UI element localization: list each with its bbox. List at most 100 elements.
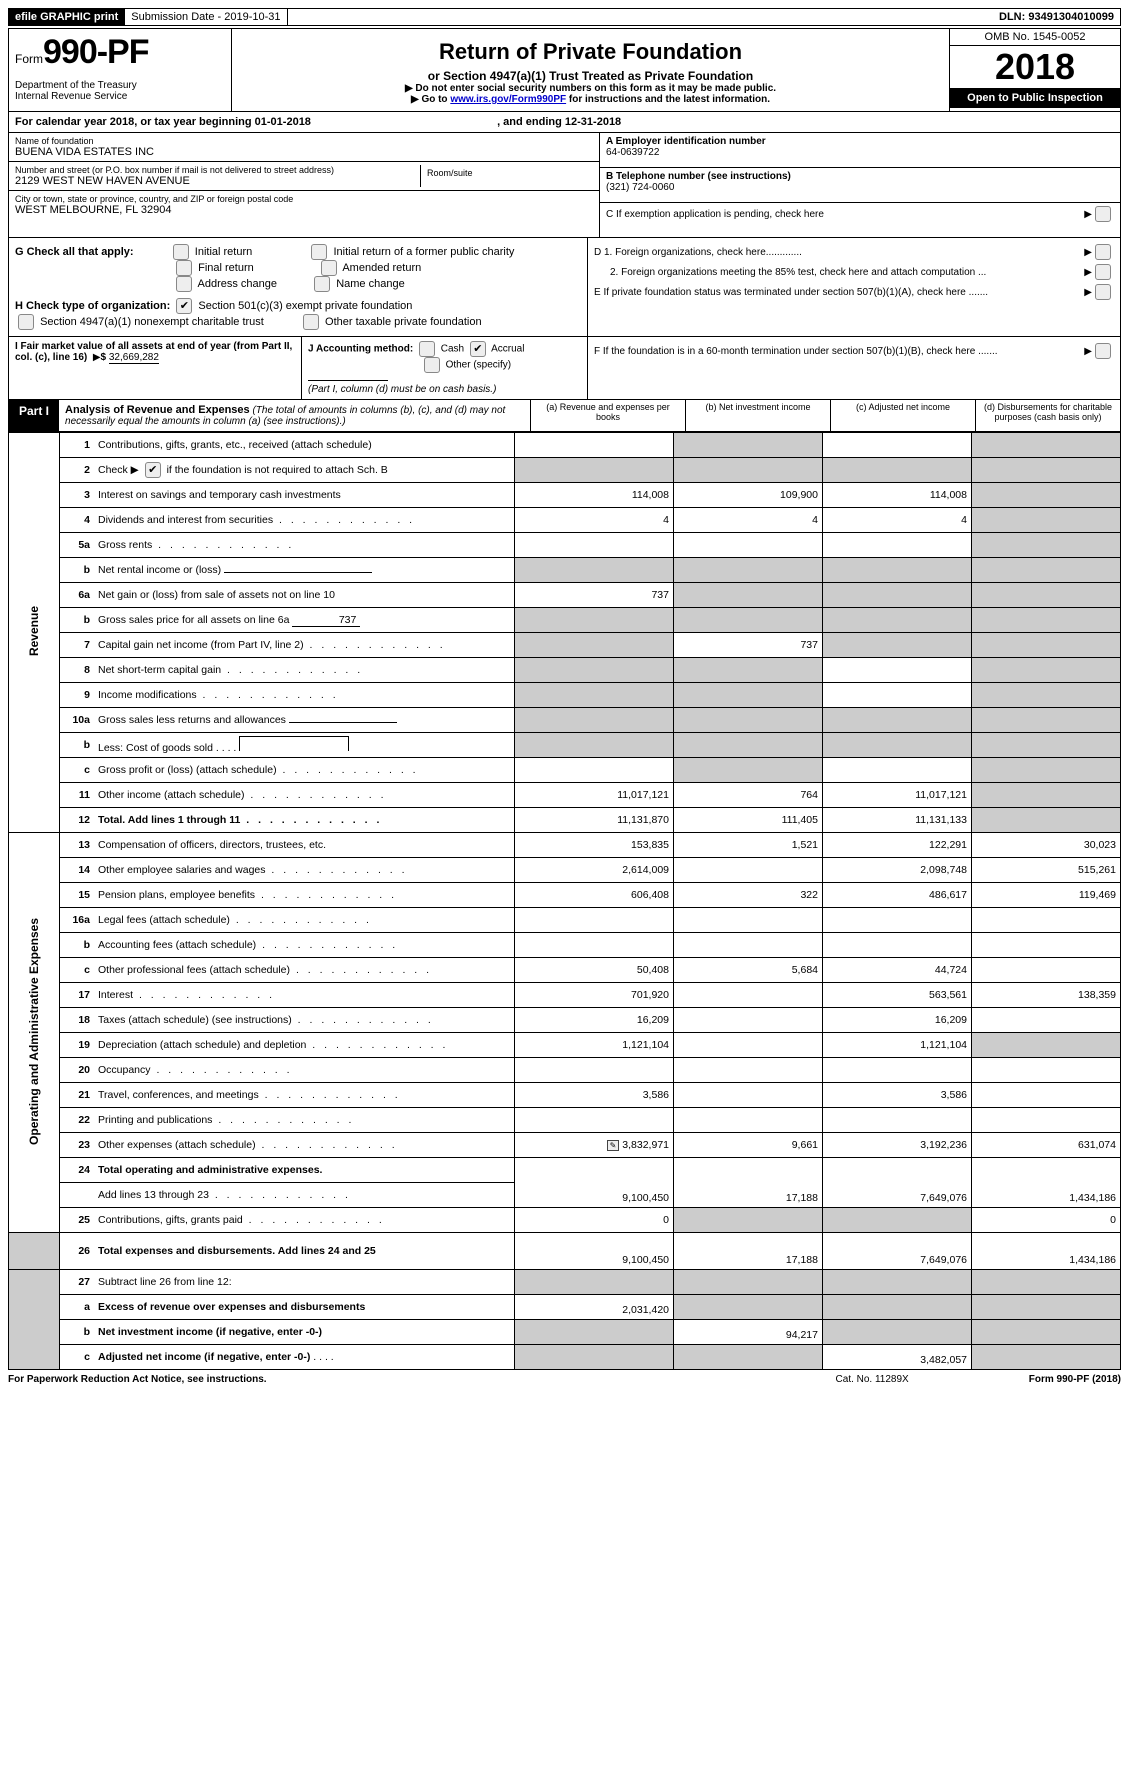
cell-val: 7,649,076: [823, 1158, 972, 1208]
calyear-mid: , and ending: [497, 116, 565, 128]
row-num: b: [60, 558, 95, 583]
row-num: 22: [60, 1108, 95, 1133]
row-desc: Less: Cost of goods sold . . . .: [94, 733, 515, 758]
row-desc: Gross profit or (loss) (attach schedule): [94, 758, 515, 783]
irs-link[interactable]: www.irs.gov/Form990PF: [450, 94, 566, 105]
chk-sch-b[interactable]: [145, 462, 161, 478]
page-footer: For Paperwork Reduction Act Notice, see …: [8, 1374, 1121, 1385]
dln: DLN: 93491304010099: [993, 9, 1120, 25]
cell-val: 50,408: [515, 958, 674, 983]
row-num: 6a: [60, 583, 95, 608]
info-left: Name of foundation BUENA VIDA ESTATES IN…: [9, 133, 599, 237]
ein-cell: A Employer identification number 64-0639…: [600, 133, 1120, 168]
row-desc: Gross rents: [94, 533, 515, 558]
header-right: OMB No. 1545-0052 2018 Open to Public In…: [949, 29, 1120, 111]
fmv-value: 32,669,282: [109, 352, 159, 364]
form-prefix: Form: [15, 52, 43, 66]
chk-addr-change[interactable]: [176, 276, 192, 292]
opt-addr: Address change: [198, 278, 278, 290]
row-desc: Net gain or (loss) from sale of assets n…: [94, 583, 515, 608]
header-center: Return of Private Foundation or Section …: [232, 29, 949, 111]
chk-4947[interactable]: [18, 314, 34, 330]
row-num: 12: [60, 808, 95, 833]
cell-val: 486,617: [823, 883, 972, 908]
j-label: J Accounting method:: [308, 344, 413, 355]
cell-val: 30,023: [972, 833, 1121, 858]
city-state-zip: WEST MELBOURNE, FL 32904: [15, 204, 593, 216]
addr-label: Number and street (or P.O. box number if…: [15, 165, 420, 175]
row-num: 17: [60, 983, 95, 1008]
arrow-icon: [1084, 346, 1092, 357]
row-num: 9: [60, 683, 95, 708]
calendar-year-row: For calendar year 2018, or tax year begi…: [8, 112, 1121, 133]
name-label: Name of foundation: [15, 136, 593, 146]
row-desc: Net investment income (if negative, ente…: [94, 1320, 515, 1345]
chk-initial-former[interactable]: [311, 244, 327, 260]
footer-form: Form 990-PF (2018): [1029, 1374, 1121, 1385]
calyear-begin: 01-01-2018: [255, 116, 311, 128]
chk-e[interactable]: [1095, 284, 1111, 300]
col-d-head: (d) Disbursements for charitable purpose…: [975, 400, 1120, 431]
opt-4947: Section 4947(a)(1) nonexempt charitable …: [40, 316, 264, 328]
opt-accrual: Accrual: [491, 344, 524, 355]
chk-501c3[interactable]: [176, 298, 192, 314]
cell-val: 3,586: [515, 1083, 674, 1108]
chk-other-method[interactable]: [424, 357, 440, 373]
phone-label: B Telephone number (see instructions): [606, 171, 1114, 182]
chk-d1[interactable]: [1095, 244, 1111, 260]
row-desc: Interest on savings and temporary cash i…: [94, 483, 515, 508]
cell-val: 17,188: [674, 1233, 823, 1270]
arrow-icon: [1084, 209, 1092, 220]
d1-label: D 1. Foreign organizations, check here..…: [594, 247, 1084, 258]
inline-val: 737: [292, 614, 360, 627]
chk-initial-return[interactable]: [173, 244, 189, 260]
cell-val: 701,920: [515, 983, 674, 1008]
chk-final[interactable]: [176, 260, 192, 276]
cell-val: ✎ 3,832,971: [515, 1133, 674, 1158]
cell-val: 1,121,104: [823, 1033, 972, 1058]
chk-amended[interactable]: [321, 260, 337, 276]
cell-val: 737: [674, 633, 823, 658]
chk-cash[interactable]: [419, 341, 435, 357]
cell-val: 122,291: [823, 833, 972, 858]
opt-other-tax: Other taxable private foundation: [325, 316, 482, 328]
phone-value: (321) 724-0060: [606, 182, 1114, 193]
row-num: b: [60, 1320, 95, 1345]
row-num: 25: [60, 1208, 95, 1233]
arrow-icon: [1084, 247, 1092, 258]
row-num: 1: [60, 433, 95, 458]
row-desc: Contributions, gifts, grants, etc., rece…: [94, 433, 515, 458]
cell-val: 631,074: [972, 1133, 1121, 1158]
row-desc: Total operating and administrative expen…: [94, 1158, 515, 1183]
opt-name: Name change: [336, 278, 405, 290]
header-left: Form990-PF Department of the Treasury In…: [9, 29, 232, 111]
omb-number: OMB No. 1545-0052: [950, 29, 1120, 46]
cell-val: 11,131,870: [515, 808, 674, 833]
cell-val: 7,649,076: [823, 1233, 972, 1270]
chk-accrual[interactable]: [470, 341, 486, 357]
cell-val: 11,017,121: [515, 783, 674, 808]
chk-f[interactable]: [1095, 343, 1111, 359]
cell-val: 563,561: [823, 983, 972, 1008]
chk-name-change[interactable]: [314, 276, 330, 292]
exemption-cell: C If exemption application is pending, c…: [600, 203, 1120, 237]
cell-val: 114,008: [823, 483, 972, 508]
e-label: E If private foundation status was termi…: [594, 287, 1084, 298]
part1-desc: Analysis of Revenue and Expenses (The to…: [59, 400, 530, 431]
part1-header: Part I Analysis of Revenue and Expenses …: [8, 400, 1121, 432]
chk-d2[interactable]: [1095, 264, 1111, 280]
cell-val: 515,261: [972, 858, 1121, 883]
city-label: City or town, state or province, country…: [15, 194, 593, 204]
row-num: c: [60, 758, 95, 783]
side-revenue: Revenue: [9, 433, 60, 833]
chk-other-taxable[interactable]: [303, 314, 319, 330]
schedule-icon[interactable]: ✎: [607, 1140, 620, 1151]
row-desc: Taxes (attach schedule) (see instruction…: [94, 1008, 515, 1033]
row-desc: Other income (attach schedule): [94, 783, 515, 808]
row-num: 19: [60, 1033, 95, 1058]
row-num: 5a: [60, 533, 95, 558]
exemption-checkbox[interactable]: [1095, 206, 1111, 222]
i-block: I Fair market value of all assets at end…: [9, 337, 302, 399]
g-row: G Check all that apply: Initial return I…: [15, 244, 581, 292]
row-desc: Adjusted net income (if negative, enter …: [94, 1345, 515, 1370]
